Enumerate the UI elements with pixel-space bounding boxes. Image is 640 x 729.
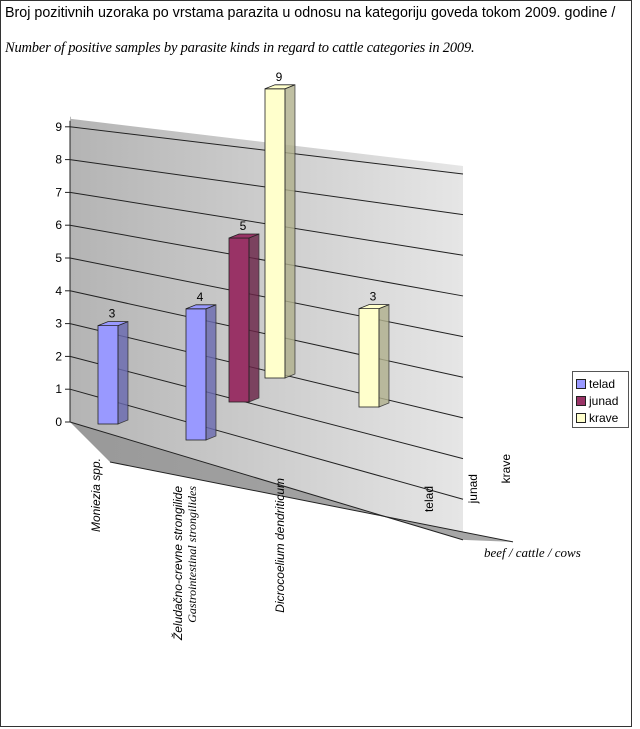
legend-item-krave: krave bbox=[576, 411, 618, 425]
legend-label-krave: krave bbox=[589, 411, 619, 425]
bars: 9 3 5 3 4 bbox=[97, 70, 390, 441]
gridline-0 bbox=[69, 421, 464, 541]
data-label-krave-2: 9 bbox=[276, 70, 283, 84]
category-translation-2: Gastrointestinal strongilides bbox=[185, 486, 199, 623]
x-axis-line bbox=[109, 461, 514, 543]
gridline-1 bbox=[69, 388, 464, 500]
y-tick-label-3: 3 bbox=[55, 317, 62, 331]
chart-subtitle: Number of positive samples by parasite k… bbox=[5, 40, 475, 56]
depth-label-junad: junad bbox=[466, 474, 480, 504]
data-label-krave-3: 3 bbox=[370, 290, 377, 304]
bar-telad-1: 3 bbox=[97, 307, 129, 425]
category-label-1: Moniezia spp. bbox=[89, 458, 103, 532]
category-labels: Moniezia spp. Želudačno-crevne strongilid… bbox=[89, 458, 287, 641]
data-label-telad-2: 4 bbox=[197, 290, 204, 304]
gridline-2 bbox=[69, 355, 464, 460]
y-tick-label-6: 6 bbox=[55, 218, 62, 232]
legend-swatch-junad bbox=[576, 396, 586, 406]
y-tick-label-9: 9 bbox=[55, 120, 62, 134]
legend-item-junad: junad bbox=[576, 394, 618, 408]
depth-labels: telad junad krave bbox=[422, 454, 513, 512]
bar-junad-2: 5 bbox=[228, 219, 260, 403]
legend-swatch-krave bbox=[576, 413, 586, 423]
y-tick-label-1: 1 bbox=[55, 382, 62, 396]
depth-axis-note: beef / cattle / cows bbox=[484, 545, 581, 560]
y-tick-label-5: 5 bbox=[55, 251, 62, 265]
y-tick-label-4: 4 bbox=[55, 284, 62, 298]
legend-label-telad: telad bbox=[589, 377, 616, 391]
data-label-junad-2: 5 bbox=[240, 219, 247, 233]
bar-krave-2: 9 bbox=[264, 70, 296, 379]
y-tick-label-7: 7 bbox=[55, 185, 62, 199]
y-axis-ticks: 0 1 2 3 4 5 6 7 8 9 bbox=[55, 120, 514, 543]
depth-label-krave: krave bbox=[499, 454, 513, 484]
legend-label-junad: junad bbox=[589, 394, 619, 408]
bar-krave-3: 3 bbox=[358, 290, 390, 408]
chart-title: Broj pozitivnih uzoraka po vrstama paraz… bbox=[5, 5, 616, 21]
legend: telad junad krave bbox=[572, 371, 629, 428]
y-tick-label-0: 0 bbox=[55, 415, 62, 429]
category-label-2: Želudačno-crevne strongilide bbox=[170, 486, 185, 641]
legend-item-telad: telad bbox=[576, 377, 615, 391]
y-tick-label-2: 2 bbox=[55, 349, 62, 363]
data-label-telad-1: 3 bbox=[109, 307, 116, 321]
y-tick-label-8: 8 bbox=[55, 153, 62, 167]
legend-swatch-telad bbox=[576, 379, 586, 389]
category-label-3: Dicrocoelium dendriticum bbox=[273, 478, 287, 613]
depth-label-telad: telad bbox=[422, 486, 436, 512]
bar-telad-2: 4 bbox=[185, 290, 217, 441]
